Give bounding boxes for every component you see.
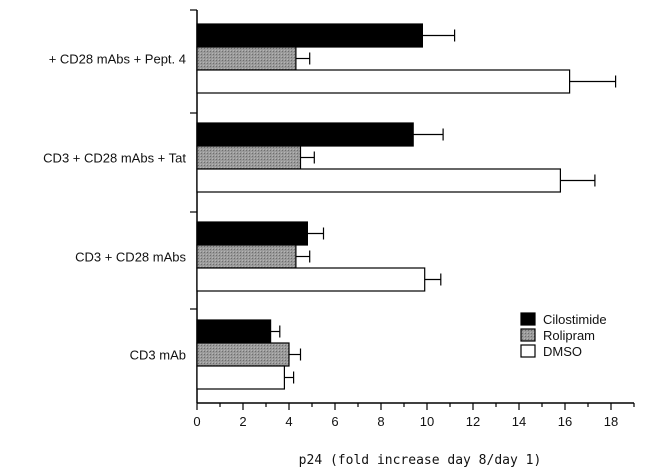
x-tick-label: 12 <box>466 414 480 429</box>
category-label: + CD28 mAbs + Pept. 4 <box>49 52 186 67</box>
plot-area: 0 2 4 6 8 10 12 14 16 18 CD3 mAb CD3 + CD28 mAbs CD3… <box>43 9 635 429</box>
bar-dmso-3 <box>196 168 561 193</box>
bar-rolipram-2 <box>196 244 297 269</box>
bar-rolipram-3 <box>196 145 302 170</box>
bar-dmso-4 <box>196 69 571 94</box>
legend-swatch-cilostimide <box>520 312 536 326</box>
bar-dmso-1 <box>196 365 286 390</box>
x-tick-label: 2 <box>239 414 246 429</box>
bar-cilostimide-2 <box>196 221 309 246</box>
x-tick-label: 10 <box>420 414 434 429</box>
legend-label-dmso: DMSO <box>543 344 582 359</box>
bar-rolipram-1 <box>196 342 290 367</box>
bar-cilostimide-4 <box>196 23 423 48</box>
category-label: CD3 + CD28 mAbs <box>75 250 186 265</box>
x-tick-label: 8 <box>377 414 384 429</box>
x-tick-label: 16 <box>558 414 572 429</box>
bar-cilostimide-3 <box>196 122 414 147</box>
x-tick-label: 14 <box>512 414 526 429</box>
bar-dmso-2 <box>196 267 426 292</box>
legend-label-cilostimide: Cilostimide <box>543 312 607 327</box>
x-tick-label: 4 <box>285 414 292 429</box>
bar-cilostimide-1 <box>196 319 272 344</box>
x-axis-title: p24 (fold increase day 8/day 1) <box>299 453 542 468</box>
x-tick-label: 18 <box>604 414 618 429</box>
x-tick-label: 6 <box>331 414 338 429</box>
legend-label-rolipram: Rolipram <box>543 328 595 343</box>
legend-swatch-rolipram <box>520 328 536 342</box>
category-label: CD3 + CD28 mAbs + Tat <box>43 151 186 166</box>
bar-rolipram-4 <box>196 46 297 71</box>
legend-swatch-dmso <box>520 344 536 358</box>
x-tick-label: 0 <box>193 414 200 429</box>
category-label: CD3 mAb <box>130 348 186 363</box>
